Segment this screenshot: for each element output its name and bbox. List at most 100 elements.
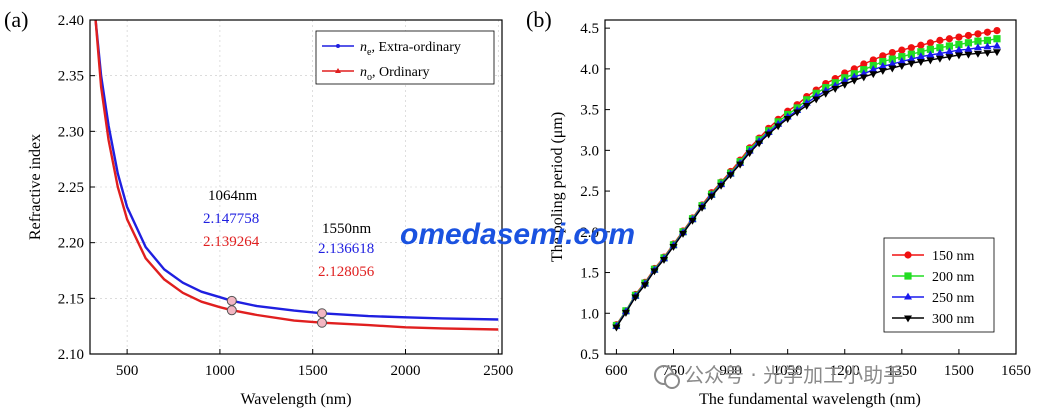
data-point-200-nm-35 <box>945 42 954 50</box>
panel-a-y-tick-label-2: 2.20 <box>58 236 84 252</box>
panel-a-y-ticks: 2.10 2.15 2.20 2.25 2.30 2.35 2.40 <box>58 13 95 363</box>
panel-a-y-tick-label-6: 2.40 <box>58 13 84 29</box>
data-point-150-nm-26 <box>860 60 868 68</box>
panel-a-label: (a) <box>4 7 28 32</box>
data-point-300-nm-11 <box>717 182 726 190</box>
data-point-250-nm-30 <box>897 57 906 65</box>
data-point-200-nm-40 <box>993 35 1001 43</box>
panel-a-y-tick-label-3: 2.25 <box>58 180 84 196</box>
data-point-250-nm-39 <box>983 42 992 50</box>
data-point-150-nm-30 <box>898 46 906 54</box>
data-point-150-nm-35 <box>945 35 954 43</box>
panel-b-x-tick-label-6: 1500 <box>944 363 974 379</box>
panel-a-highlight-markers <box>226 295 327 328</box>
data-point-300-nm-33 <box>926 57 935 65</box>
panel-b-x-tick-label-3: 1050 <box>773 363 803 379</box>
data-point-150-nm-38 <box>974 30 982 38</box>
data-point-300-nm-5 <box>659 256 668 264</box>
legend-label-150-nm: 150 nm <box>932 249 975 264</box>
panel-a-x-tick-label-0: 500 <box>116 363 139 379</box>
panel-b-x-tick-label-4: 1200 <box>830 363 860 379</box>
data-point-300-nm-39 <box>983 50 992 57</box>
annotation-1550-no: 2.128056 <box>318 264 375 280</box>
data-point-200-nm-39 <box>983 36 992 44</box>
legend-marker-200-nm <box>904 272 912 280</box>
data-point-200-nm-28 <box>879 57 887 66</box>
highlight-marker-3 <box>316 317 327 328</box>
data-point-150-nm-39 <box>983 28 992 36</box>
data-point-300-nm-29 <box>888 65 897 73</box>
data-point-300-nm-23 <box>831 85 840 93</box>
data-point-300-nm-35 <box>945 54 954 62</box>
panel-b-y-tick-label-0: 0.5 <box>580 347 599 363</box>
data-point-300-nm-24 <box>840 81 849 89</box>
data-point-300-nm-31 <box>907 60 916 68</box>
panel-b-x-tick-label-2: 900 <box>719 363 742 379</box>
legend-marker-250-nm <box>904 292 912 300</box>
data-point-150-nm-27 <box>869 56 877 64</box>
data-point-250-nm-31 <box>907 54 916 62</box>
highlight-marker-0 <box>226 295 237 306</box>
data-point-300-nm-38 <box>973 50 982 58</box>
legend-no-marker <box>335 68 341 73</box>
panel-a-legend: ne, Extra-ordinary no, Ordinary <box>315 30 495 85</box>
data-point-150-nm-37 <box>964 31 973 40</box>
panel-a-series-lines <box>94 19 499 331</box>
data-point-300-nm-25 <box>850 77 859 85</box>
data-point-300-nm-17 <box>774 123 783 131</box>
panel-a-x-tick-label-2: 1500 <box>298 363 328 379</box>
data-point-300-nm-14 <box>745 150 754 158</box>
data-point-300-nm-6 <box>669 243 678 251</box>
data-point-200-nm-30 <box>898 53 906 61</box>
data-point-300-nm-21 <box>812 96 821 104</box>
annotation-1064-title: 1064nm <box>208 188 258 204</box>
panel-a-y-axis-label: Refractive index <box>27 134 44 240</box>
panel-b-x-ticks: 600 750 900 1050 1200 1350 1500 1650 <box>605 349 1031 379</box>
watermark-source: 公众号 · 光学加工小助手 <box>684 363 903 387</box>
data-point-150-nm-28 <box>879 52 887 60</box>
panel-a-x-tick-label-1: 1000 <box>205 363 235 379</box>
data-point-300-nm-15 <box>755 140 764 148</box>
legend-label-250-nm: 250 nm <box>932 291 975 306</box>
data-point-300-nm-28 <box>878 67 887 75</box>
data-point-300-nm-34 <box>935 55 944 63</box>
panel-b: (b) 600 750 900 1050 1200 1350 1500 1650 0.51.0… <box>526 7 1031 408</box>
data-point-300-nm-22 <box>821 90 830 98</box>
data-point-200-nm-32 <box>917 48 925 56</box>
panel-b-y-ticks: 0.5 1.0 1.5 2.0 2.5 3.0 3.5 4.0 4.5 <box>580 21 610 363</box>
data-point-250-nm-36 <box>954 45 963 53</box>
panel-a-y-tick-label-1: 2.15 <box>58 291 84 307</box>
data-point-150-nm-40 <box>993 26 1001 35</box>
legend-ne-marker <box>336 44 340 48</box>
panel-a-y-tick-label-5: 2.35 <box>58 69 84 85</box>
legend-label-300-nm: 300 nm <box>932 312 975 327</box>
data-point-300-nm-0 <box>612 324 621 332</box>
panel-b-plot-frame <box>604 19 1017 355</box>
legend-no-label: no, Ordinary <box>360 65 430 83</box>
data-point-300-nm-12 <box>726 172 735 180</box>
data-point-200-nm-38 <box>974 37 982 45</box>
data-point-300-nm-10 <box>707 193 716 201</box>
panel-b-x-tick-label-5: 1350 <box>887 363 917 379</box>
data-point-300-nm-8 <box>688 217 697 225</box>
annotation-1064-ne: 2.147758 <box>203 211 259 227</box>
data-point-250-nm-27 <box>869 65 878 73</box>
data-point-250-nm-28 <box>878 62 887 69</box>
data-point-300-nm-18 <box>783 116 792 123</box>
data-point-300-nm-13 <box>736 161 745 169</box>
panel-b-y-tick-label-6: 3.5 <box>580 103 599 119</box>
panel-a-y-tick-label-0: 2.10 <box>58 347 84 363</box>
panel-b-y-tick-label-7: 4.0 <box>580 62 599 78</box>
data-point-300-nm-7 <box>679 230 688 238</box>
data-point-300-nm-40 <box>992 49 1001 57</box>
data-point-200-nm-34 <box>936 44 944 52</box>
data-point-250-nm-34 <box>935 49 944 56</box>
data-point-300-nm-32 <box>916 59 925 66</box>
data-point-200-nm-37 <box>964 39 973 47</box>
series-line-ne <box>94 19 499 321</box>
panel-a-x-axis-label: Wavelength (nm) <box>240 391 351 408</box>
series-300-nm <box>612 49 1001 332</box>
data-point-200-nm-31 <box>907 50 915 58</box>
data-point-150-nm-31 <box>907 44 915 52</box>
legend-label-200-nm: 200 nm <box>932 270 975 285</box>
